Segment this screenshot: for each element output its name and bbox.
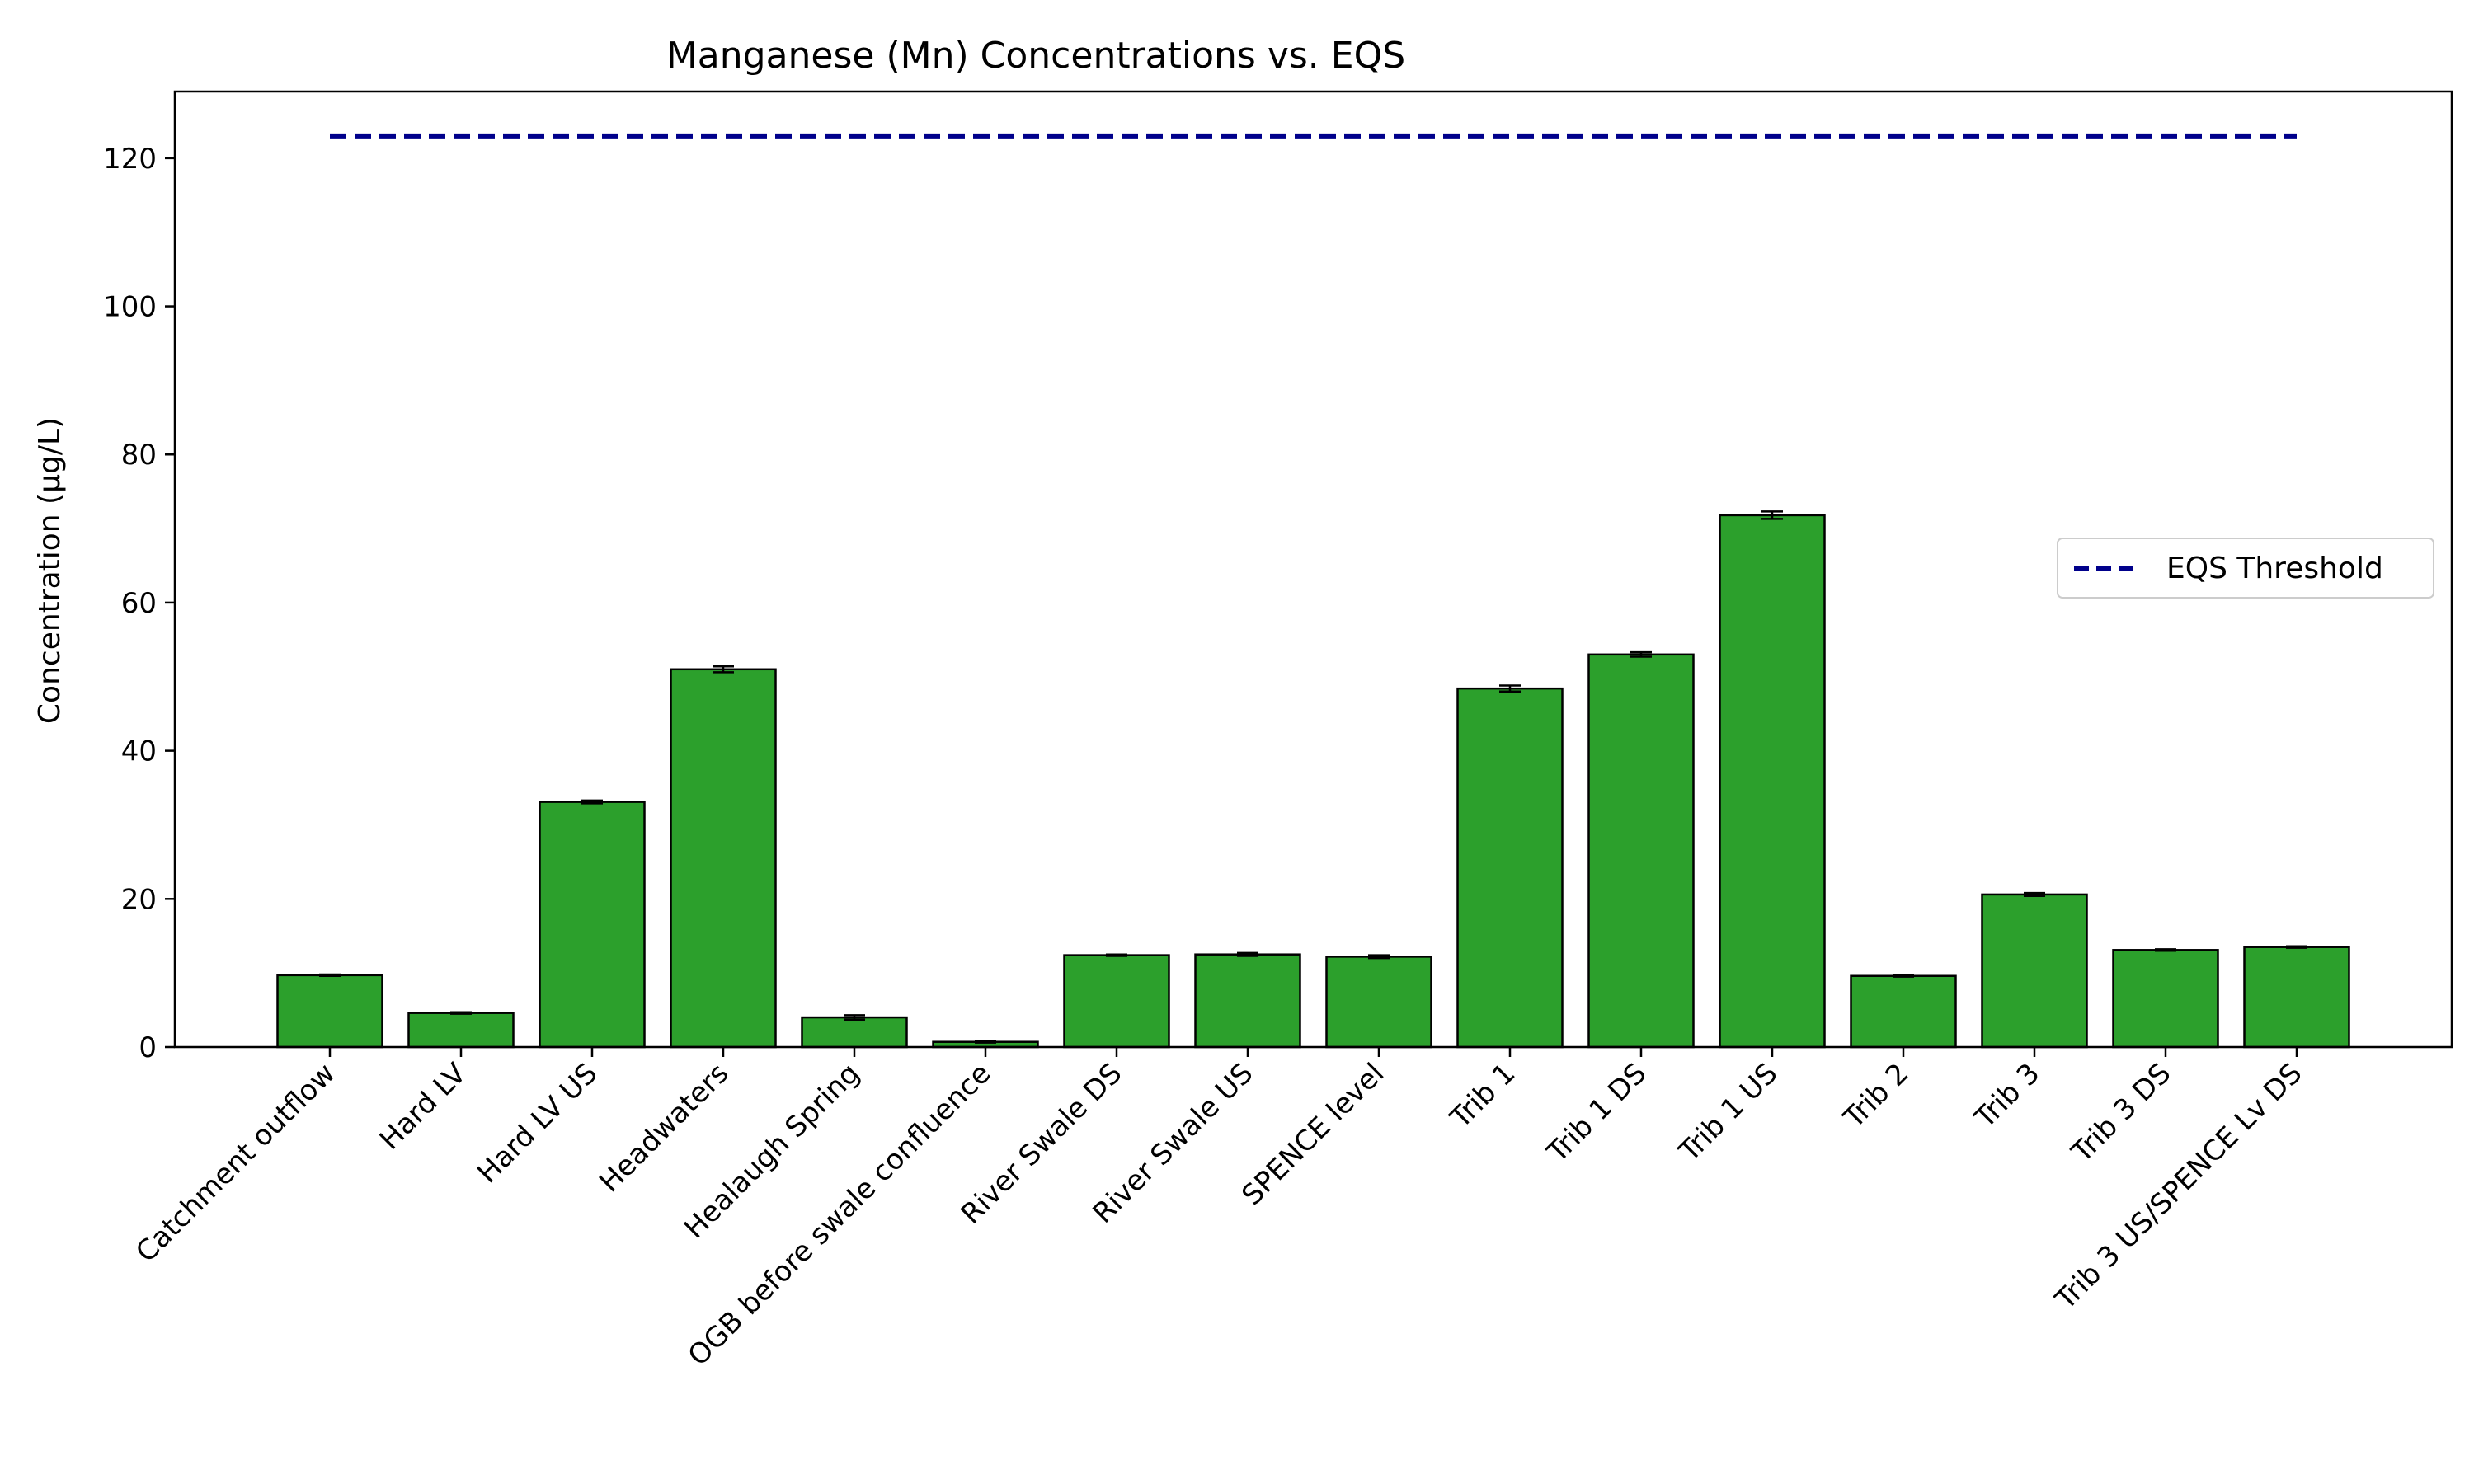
y-tick-label-20: 20	[121, 883, 157, 916]
x-tick-label-trib-1-ds: Trib 1 DS	[1540, 1057, 1653, 1169]
bar-headwaters	[670, 668, 777, 1049]
error-bar-headwaters	[713, 665, 734, 674]
error-bar-trib-1	[1499, 684, 1521, 693]
x-tick-label-trib-2: Trib 2	[1837, 1057, 1915, 1135]
error-bar-trib-1-ds	[1630, 650, 1652, 658]
x-tick-label-trib-3-us-spence-lv-ds: Trib 3 US/SPENCE Lv DS	[2048, 1057, 2308, 1317]
x-tick-label-trib-3-ds: Trib 3 DS	[2065, 1057, 2177, 1169]
legend-label-eqs-threshold: EQS Threshold	[2166, 552, 2383, 585]
y-tick-label-120: 120	[103, 143, 157, 176]
bar-spence-level	[1325, 956, 1432, 1049]
bar-trib-3-us-spence-lv-ds	[2243, 946, 2350, 1049]
bar-trib-1	[1456, 687, 1564, 1049]
error-bar-trib-2	[1893, 974, 1914, 978]
error-bar-river-swale-us	[1237, 951, 1258, 957]
error-bar-hard-lv	[450, 1011, 472, 1015]
chart-title: Manganese (Mn) Concentrations vs. EQS	[666, 35, 1405, 77]
y-tick-label-60: 60	[121, 587, 157, 620]
legend-box	[2057, 538, 2434, 599]
y-tick-label-80: 80	[121, 439, 157, 472]
bar-trib-3	[1981, 893, 2088, 1049]
x-tick-label-hard-lv: Hard LV	[374, 1057, 473, 1157]
y-axis-label: Concentration (µg/L)	[33, 417, 67, 724]
y-tick-label-0: 0	[139, 1031, 157, 1064]
y-tick-label-40: 40	[121, 735, 157, 768]
error-bar-trib-3-us-spence-lv-ds	[2286, 945, 2307, 949]
error-bar-spence-level	[1368, 954, 1390, 960]
bar-river-swale-ds	[1063, 954, 1170, 1049]
legend: EQS Threshold	[2057, 538, 2434, 599]
y-tick-label-100: 100	[103, 291, 157, 324]
error-bars-group	[319, 510, 2307, 1044]
error-bar-river-swale-ds	[1106, 953, 1127, 957]
bar-trib-1-us	[1719, 514, 1826, 1049]
error-bar-healaugh-spring	[844, 1014, 865, 1021]
bars-group	[276, 514, 2350, 1049]
x-tick-label-trib-3: Trib 3	[1968, 1057, 2046, 1135]
bar-river-swale-us	[1194, 953, 1301, 1049]
bar-trib-1-ds	[1587, 653, 1695, 1049]
bar-catchment-outflow	[276, 974, 383, 1049]
bar-healaugh-spring	[801, 1016, 908, 1049]
x-tick-label-trib-1: Trib 1	[1443, 1057, 1522, 1135]
x-tick-label-hard-lv-us: Hard LV US	[471, 1057, 604, 1190]
y-axis: 0 20 40 60 80 100 120	[103, 143, 175, 1064]
bar-trib-2	[1850, 974, 1957, 1049]
bar-hard-lv	[407, 1012, 515, 1049]
error-bar-trib-3	[2024, 891, 2045, 897]
error-bar-catchment-outflow	[319, 973, 341, 977]
x-tick-label-trib-1-us: Trib 1 US	[1672, 1057, 1784, 1168]
x-tick-label-catchment-outflow: Catchment outflow	[129, 1057, 341, 1269]
x-tick-label-headwaters: Headwaters	[593, 1057, 735, 1199]
error-bar-ogb-before-swale-confluence	[975, 1040, 996, 1044]
bar-trib-3-ds	[2112, 949, 2219, 1049]
plot-frame	[173, 90, 2453, 1049]
error-bar-trib-1-us	[1761, 510, 1783, 520]
error-bar-hard-lv-us	[581, 799, 603, 805]
error-bar-trib-3-ds	[2155, 948, 2176, 952]
bar-hard-lv-us	[539, 801, 646, 1049]
